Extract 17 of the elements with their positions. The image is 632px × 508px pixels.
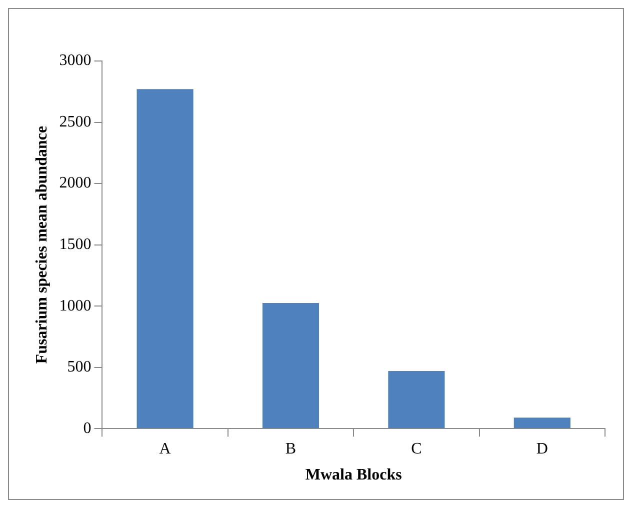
y-tick-label: 3000	[59, 52, 92, 70]
y-tick-label: 2500	[59, 113, 92, 130]
y-tick-label: 2000	[59, 174, 92, 192]
y-tick-label: 1000	[59, 297, 92, 314]
x-tick-label: D	[536, 440, 548, 458]
y-tick-label: 0	[83, 420, 92, 437]
y-axis-title: Fusarium species mean abundance	[34, 126, 51, 364]
y-tick-label: 500	[67, 358, 92, 376]
x-tick-label: C	[411, 440, 422, 458]
x-tick-label: A	[159, 440, 172, 458]
bar	[262, 303, 320, 428]
bar	[514, 418, 570, 428]
bar	[136, 89, 194, 428]
x-tick-label: B	[285, 440, 296, 458]
y-tick-label: 1500	[59, 236, 92, 254]
x-axis-title: Mwala Blocks	[305, 466, 402, 484]
bar	[388, 371, 445, 428]
